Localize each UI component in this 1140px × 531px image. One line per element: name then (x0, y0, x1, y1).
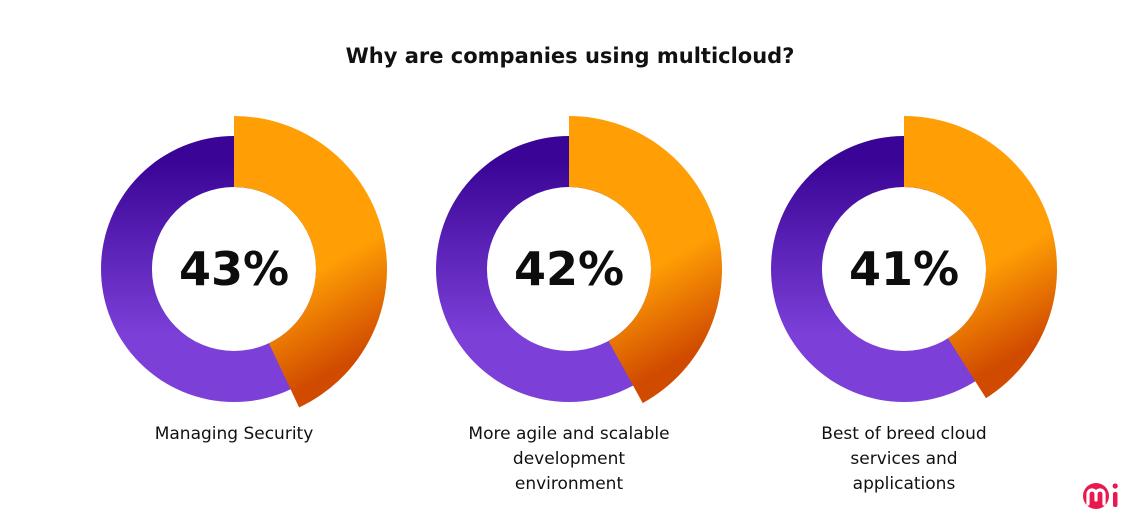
company-logo (1083, 483, 1118, 509)
donut-value-label-3: 41% (849, 242, 959, 296)
donut-segment-1 (234, 116, 387, 408)
donut-segment-2 (569, 116, 722, 404)
donut-segment-3 (904, 116, 1057, 399)
donut-value-label-1: 43% (179, 242, 289, 296)
chart-label-2: More agile and scalable development envi… (468, 424, 670, 494)
chart-title: Why are companies using multicloud? (345, 44, 795, 68)
chart-label-1: Managing Security (154, 424, 314, 444)
donut-value-label-2: 42% (514, 242, 624, 296)
chart-label-3: Best of breed cloud services and applica… (821, 424, 987, 494)
